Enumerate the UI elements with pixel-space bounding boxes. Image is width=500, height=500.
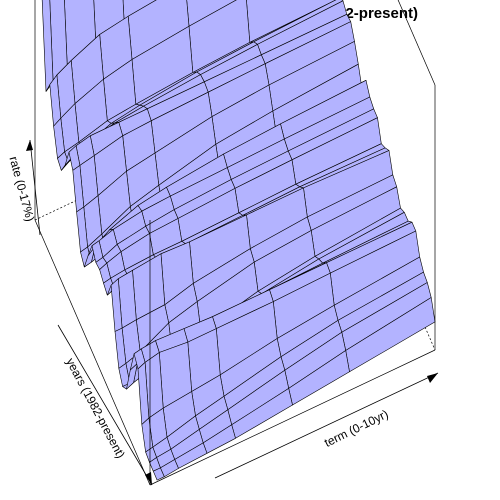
box-edge-left-floor — [34, 219, 151, 486]
surface-facet — [153, 467, 165, 481]
x-axis-arrow-line — [214, 372, 439, 479]
y-axis-label: years (1982-present) — [63, 356, 128, 461]
x-axis-arrow-head — [427, 373, 438, 383]
surface-strip — [133, 221, 417, 370]
y-axis-arrow-head — [145, 472, 152, 485]
surface-strip — [68, 14, 352, 171]
surface-strip — [91, 96, 375, 263]
surface-strip — [64, 0, 348, 166]
surface-strip — [76, 41, 359, 253]
box-edge-right-top — [397, 0, 436, 86]
surface-strip — [99, 117, 382, 284]
surface-strip — [153, 297, 436, 481]
surface-strip — [114, 174, 398, 369]
surface-strip — [72, 21, 355, 213]
front-box-frame — [34, 0, 436, 486]
box-edge-front-bottom — [149, 349, 436, 486]
surface-mesh — [41, 0, 436, 481]
surface-strip — [110, 150, 394, 332]
z-axis-arrow-head — [26, 140, 33, 151]
surface-strip — [53, 0, 336, 159]
z-axis-arrow-line — [29, 139, 41, 236]
y-axis-arrow-line — [57, 324, 153, 486]
x-axis-label: term (0-10yr) — [322, 407, 390, 450]
surface-strip — [49, 0, 237, 127]
surface-strip — [137, 230, 421, 425]
surface-strip — [145, 271, 428, 463]
surface-strip — [95, 108, 378, 270]
